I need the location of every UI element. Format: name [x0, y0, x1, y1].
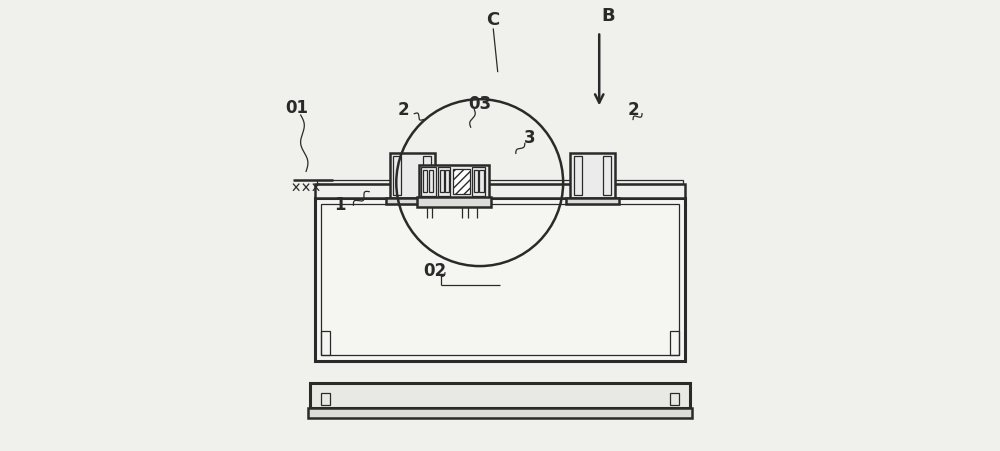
- Bar: [566, 198, 619, 204]
- Bar: [479, 170, 484, 192]
- Bar: [321, 331, 330, 355]
- Bar: [453, 169, 470, 194]
- Bar: [315, 184, 685, 198]
- Text: 02: 02: [423, 262, 446, 280]
- Text: B: B: [601, 7, 615, 25]
- Bar: [393, 156, 401, 195]
- Bar: [603, 156, 611, 195]
- Bar: [574, 156, 582, 195]
- Bar: [417, 197, 491, 207]
- Text: 2: 2: [397, 101, 409, 120]
- Bar: [429, 170, 433, 192]
- Bar: [386, 198, 438, 204]
- Text: C: C: [487, 11, 500, 29]
- Bar: [670, 331, 679, 355]
- Bar: [421, 167, 436, 196]
- Bar: [445, 170, 449, 192]
- Text: 3: 3: [524, 129, 535, 147]
- Bar: [315, 198, 685, 361]
- Bar: [310, 383, 690, 408]
- Bar: [670, 393, 679, 405]
- Bar: [440, 170, 444, 192]
- Bar: [321, 204, 679, 355]
- Bar: [474, 170, 478, 192]
- Bar: [308, 408, 692, 418]
- Text: 2: 2: [627, 101, 639, 120]
- Text: 03: 03: [468, 95, 491, 113]
- Bar: [317, 180, 683, 184]
- Text: 01: 01: [286, 99, 309, 117]
- Bar: [423, 170, 427, 192]
- Bar: [321, 393, 330, 405]
- Bar: [570, 153, 615, 198]
- Bar: [390, 153, 435, 198]
- Bar: [438, 167, 450, 196]
- Bar: [423, 156, 431, 195]
- Bar: [472, 167, 485, 196]
- Bar: [419, 165, 489, 198]
- Text: 1: 1: [334, 196, 346, 214]
